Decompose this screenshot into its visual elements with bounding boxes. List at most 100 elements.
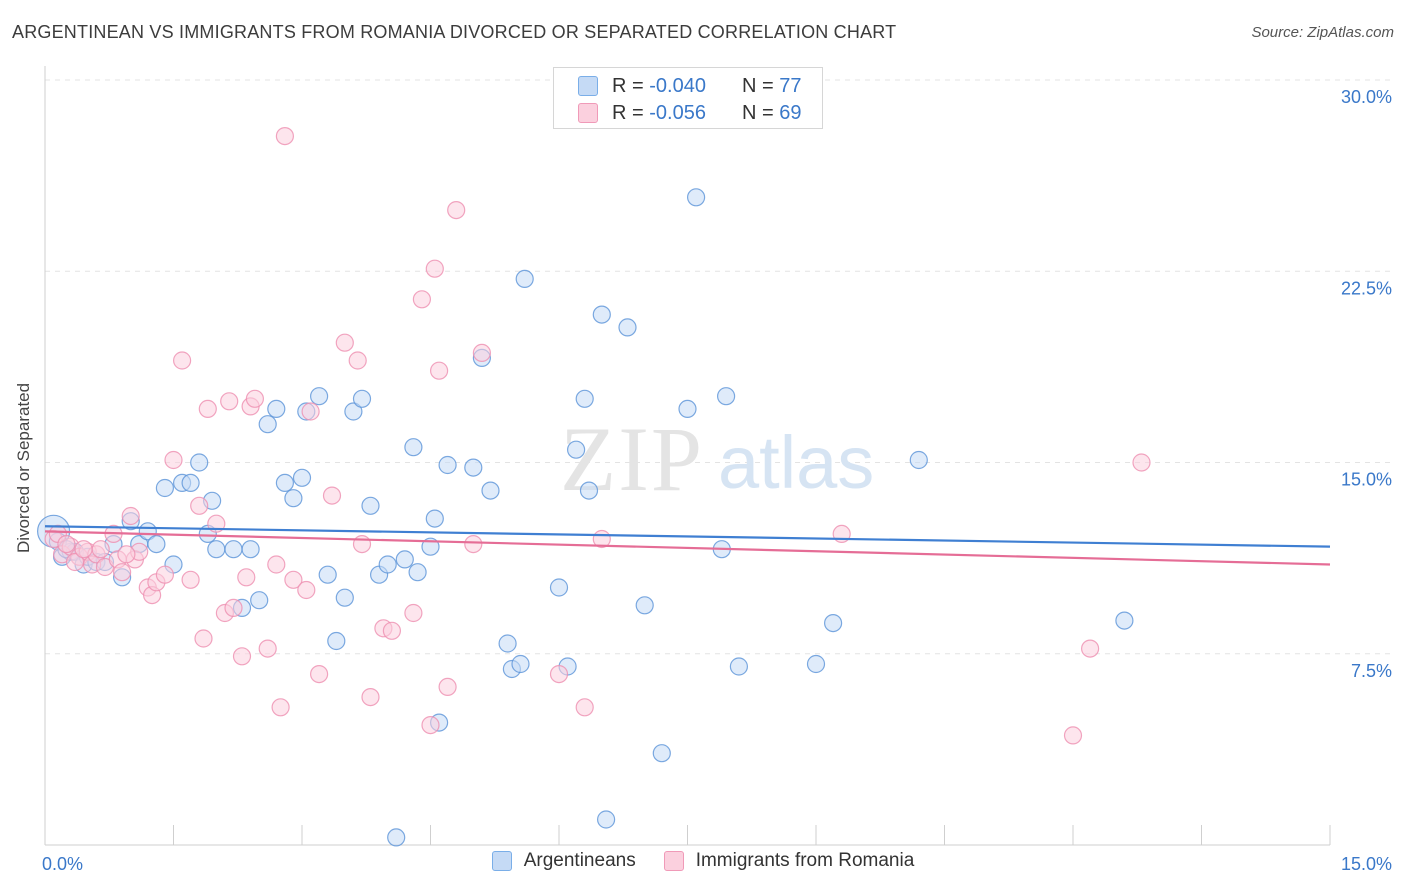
point-argentineans — [481, 481, 500, 500]
point-romania — [173, 351, 192, 370]
point-argentineans — [511, 654, 530, 674]
point-argentineans — [147, 534, 166, 554]
point-argentineans — [275, 473, 294, 492]
point-romania — [284, 570, 303, 589]
point-argentineans — [267, 399, 286, 418]
point-argentineans — [1115, 611, 1134, 630]
x-tick-label: 0.0% — [42, 854, 83, 874]
point-romania — [447, 201, 466, 220]
point-romania — [382, 621, 401, 640]
point-argentineans — [361, 496, 380, 515]
point-romania — [361, 687, 380, 707]
point-romania — [1080, 639, 1100, 658]
watermark-atlas: atlas — [718, 421, 874, 504]
stats-box: R = -0.040 N = 77 R = -0.056 N = 69 — [553, 67, 823, 129]
point-argentineans — [378, 555, 397, 574]
point-argentineans — [425, 509, 444, 528]
point-argentineans — [618, 318, 637, 337]
point-romania — [275, 127, 294, 146]
point-romania — [352, 534, 372, 554]
stats-swatch-blue — [578, 76, 598, 96]
grid-lines — [45, 79, 1392, 655]
point-romania — [267, 555, 286, 574]
legend-label: Immigrants from Romania — [695, 850, 915, 871]
point-argentineans — [284, 489, 303, 508]
point-romania — [232, 647, 252, 666]
point-romania — [412, 290, 431, 309]
point-romania — [117, 545, 136, 564]
stats-n: N = 69 — [742, 101, 802, 124]
point-romania — [297, 580, 316, 600]
point-argentineans — [387, 828, 406, 847]
point-romania — [194, 629, 213, 648]
point-argentineans — [408, 563, 427, 582]
point-argentineans — [404, 438, 423, 457]
point-argentineans — [335, 588, 354, 607]
point-argentineans — [909, 450, 928, 470]
legend-label: Argentineans — [523, 850, 636, 871]
point-argentineans — [729, 657, 749, 676]
trend-line-argentineans — [44, 525, 1331, 548]
point-argentineans — [250, 591, 269, 610]
legend-item-argentineans[interactable]: Argentineans — [491, 850, 636, 872]
stats-row-romania: R = -0.056 N = 69 — [578, 101, 802, 125]
trend-line-romania — [44, 530, 1331, 566]
point-argentineans — [498, 634, 517, 653]
point-argentineans — [352, 389, 372, 408]
point-argentineans — [258, 415, 277, 434]
point-argentineans — [515, 269, 534, 288]
point-romania — [258, 639, 277, 658]
point-argentineans — [596, 810, 616, 829]
point-argentineans — [241, 540, 260, 559]
point-argentineans — [318, 565, 337, 584]
point-argentineans — [464, 458, 483, 477]
point-romania — [198, 399, 217, 418]
y-tick-label: 30.0% — [1341, 87, 1392, 107]
point-argentineans — [579, 481, 599, 500]
point-argentineans — [155, 478, 174, 498]
x-tick-labels: 0.0% 15.0% — [42, 854, 1392, 874]
point-argentineans — [395, 550, 414, 569]
point-romania — [57, 534, 76, 554]
point-romania — [112, 563, 132, 582]
y-tick-label: 7.5% — [1351, 661, 1392, 681]
legend-item-romania[interactable]: Immigrants from Romania — [663, 850, 915, 872]
source-label: Source: ZipAtlas.com — [1251, 24, 1394, 41]
point-romania — [1063, 726, 1083, 745]
point-argentineans — [823, 613, 843, 633]
point-romania — [237, 568, 256, 587]
point-argentineans — [190, 453, 209, 472]
point-romania — [181, 570, 200, 589]
point-romania — [438, 677, 457, 697]
point-argentineans — [716, 387, 736, 406]
y-tick-label: 22.5% — [1341, 278, 1392, 298]
legend-swatch-pink — [663, 851, 684, 871]
point-romania — [65, 552, 85, 572]
legend-swatch-blue — [491, 851, 512, 871]
point-romania — [549, 664, 569, 684]
axes — [44, 66, 1331, 846]
stats-n: N = 77 — [742, 74, 802, 97]
point-romania — [224, 598, 243, 618]
point-romania — [575, 698, 594, 717]
point-romania — [220, 392, 239, 411]
y-tick-label: 15.0% — [1341, 470, 1392, 490]
point-argentineans — [327, 631, 346, 651]
point-romania — [301, 402, 320, 421]
y-tick-labels: 7.5% 15.0% 22.5% 30.0% — [1341, 87, 1392, 681]
point-romania — [310, 664, 329, 684]
point-argentineans — [292, 468, 312, 487]
point-romania — [421, 715, 440, 735]
point-argentineans — [438, 455, 457, 475]
point-argentineans — [806, 654, 826, 674]
stats-r: R = -0.056 — [612, 101, 706, 124]
stats-row-argentineans: R = -0.040 N = 77 — [578, 74, 802, 98]
point-argentineans — [686, 188, 706, 207]
point-argentineans — [549, 578, 569, 597]
point-argentineans — [678, 399, 697, 418]
point-romania — [322, 486, 342, 505]
point-romania — [425, 259, 444, 278]
point-argentineans — [207, 540, 226, 559]
point-romania — [348, 351, 367, 370]
